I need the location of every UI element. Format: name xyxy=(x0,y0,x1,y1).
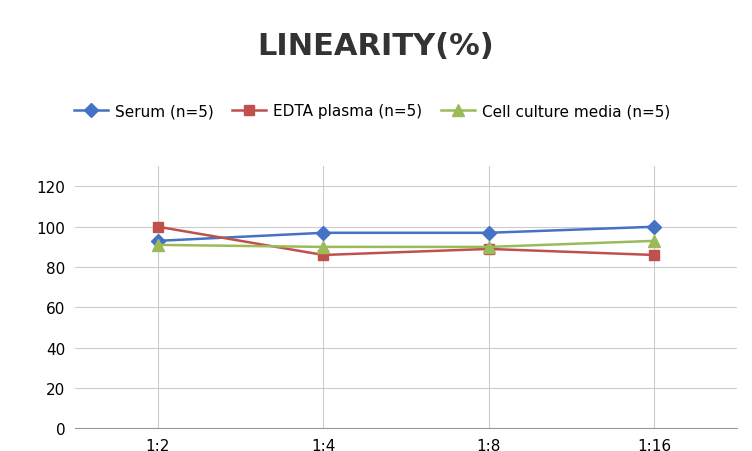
Cell culture media (n=5) xyxy=(650,239,659,244)
Line: Serum (n=5): Serum (n=5) xyxy=(153,222,659,246)
Serum (n=5) xyxy=(319,230,328,236)
Cell culture media (n=5) xyxy=(153,243,162,248)
EDTA plasma (n=5) xyxy=(484,247,493,252)
Cell culture media (n=5) xyxy=(484,244,493,250)
Serum (n=5) xyxy=(484,230,493,236)
Text: LINEARITY(%): LINEARITY(%) xyxy=(258,32,494,60)
Line: EDTA plasma (n=5): EDTA plasma (n=5) xyxy=(153,222,659,260)
EDTA plasma (n=5) xyxy=(153,225,162,230)
Line: Cell culture media (n=5): Cell culture media (n=5) xyxy=(153,236,660,253)
EDTA plasma (n=5) xyxy=(319,253,328,258)
Serum (n=5) xyxy=(153,239,162,244)
Cell culture media (n=5) xyxy=(319,244,328,250)
Legend: Serum (n=5), EDTA plasma (n=5), Cell culture media (n=5): Serum (n=5), EDTA plasma (n=5), Cell cul… xyxy=(68,98,677,125)
Serum (n=5) xyxy=(650,225,659,230)
EDTA plasma (n=5) xyxy=(650,253,659,258)
